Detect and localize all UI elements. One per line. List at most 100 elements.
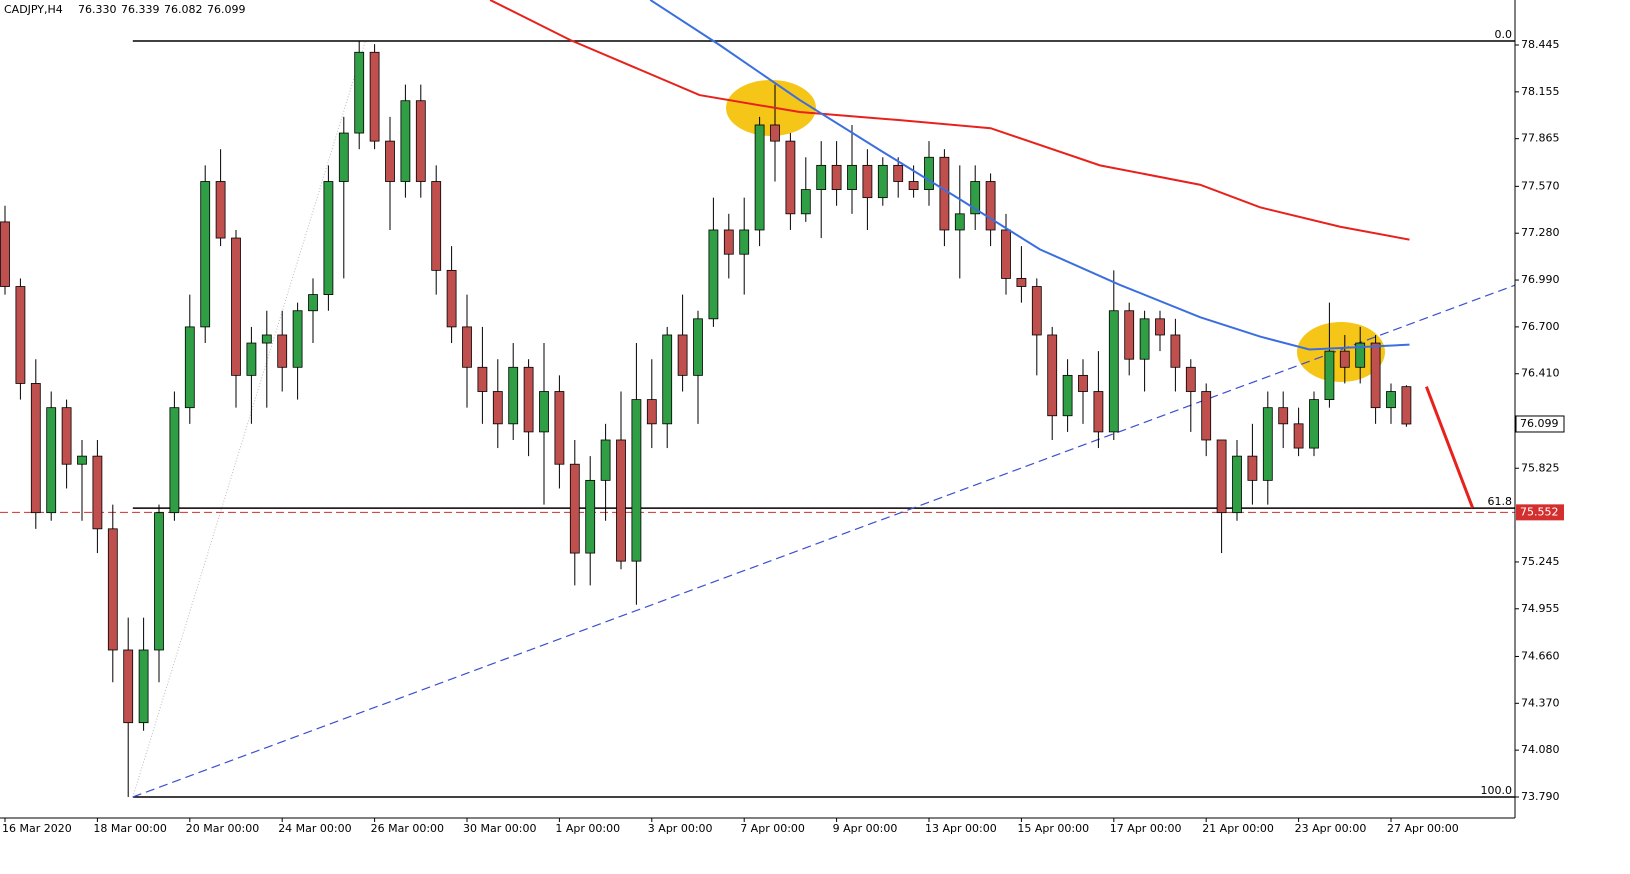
candle-body [231, 237, 241, 376]
x-tick-label: 21 Apr 00:00 [1202, 822, 1274, 835]
y-tick-label: 76.990 [1521, 273, 1560, 286]
candle-body [908, 181, 919, 190]
candle-body [847, 164, 857, 190]
candle-body [785, 140, 796, 215]
candle-body [1062, 374, 1073, 417]
candle-body [200, 181, 211, 328]
x-tick-label: 26 Mar 00:00 [371, 822, 444, 835]
candle-body [862, 164, 873, 199]
candle-body [354, 51, 365, 134]
candle-body [1339, 350, 1350, 368]
candle-body [770, 124, 780, 142]
symbol: CADJPY,H4 [4, 3, 63, 16]
candle-body [492, 391, 503, 425]
candle-body [1139, 318, 1150, 360]
x-tick-label: 16 Mar 2020 [2, 822, 72, 835]
quote-value: 76.082 [164, 3, 203, 16]
candle-body [1247, 455, 1258, 481]
y-tick-label: 78.155 [1521, 85, 1560, 98]
candle-body [569, 463, 580, 554]
candle-body [446, 269, 457, 328]
candle-body [30, 383, 41, 514]
candle-body [662, 334, 673, 425]
candle-body [1324, 350, 1335, 400]
candle-body [462, 326, 472, 368]
candle-body [15, 286, 26, 384]
candle-body [261, 334, 272, 344]
candle-body [1293, 423, 1304, 449]
candle-body [677, 334, 688, 376]
y-tick-label: 74.660 [1521, 649, 1560, 662]
candle-body [877, 164, 888, 199]
candle-body [1201, 391, 1212, 441]
candle-body [1170, 334, 1181, 368]
current-price-label: 76.099 [1520, 417, 1559, 430]
candle-body [92, 455, 103, 530]
candle-body [123, 649, 134, 724]
candle-body [523, 366, 534, 433]
candle-body [215, 181, 226, 239]
candle-body [61, 407, 72, 465]
candle-body [739, 229, 750, 255]
candle-body [1124, 310, 1135, 360]
y-tick-label: 77.570 [1521, 179, 1560, 192]
candle-body [1386, 391, 1396, 409]
quote-value: 76.330 [78, 3, 117, 16]
candle-body [1078, 374, 1088, 392]
candle-body [77, 455, 87, 465]
candle-body [431, 181, 442, 271]
candle-body [1016, 278, 1027, 287]
candle-body [292, 310, 303, 368]
candle-body [693, 318, 703, 376]
candle-body [539, 391, 549, 433]
candle-body [1232, 455, 1242, 514]
candle-body [800, 189, 811, 215]
candle-body [46, 407, 57, 514]
candle-body [970, 181, 981, 215]
x-tick-label: 13 Apr 00:00 [925, 822, 997, 835]
candle-body [415, 100, 426, 182]
candle-body [184, 326, 195, 409]
candle-body [723, 229, 734, 255]
y-tick-label: 77.280 [1521, 226, 1560, 239]
y-tick-label: 76.410 [1521, 367, 1560, 380]
y-tick-label: 75.825 [1521, 461, 1560, 474]
y-tick-label: 77.865 [1521, 132, 1560, 145]
candle-body [939, 156, 950, 231]
candle-body [1031, 286, 1042, 336]
candle-body [107, 528, 118, 651]
x-tick-label: 9 Apr 00:00 [833, 822, 898, 835]
x-tick-label: 15 Apr 00:00 [1017, 822, 1089, 835]
y-tick-label: 74.080 [1521, 743, 1560, 756]
candle-body [308, 294, 318, 312]
x-tick-label: 17 Apr 00:00 [1110, 822, 1182, 835]
x-tick-label: 7 Apr 00:00 [740, 822, 805, 835]
y-tick-label: 78.445 [1521, 38, 1560, 51]
candle-body [1108, 310, 1119, 433]
candle-body [1278, 407, 1289, 425]
candle-body [1309, 399, 1319, 449]
candle-body [138, 649, 149, 724]
candle-body [954, 213, 965, 231]
candle-body [338, 132, 349, 182]
candle-body [246, 342, 257, 376]
candle-body [1047, 334, 1058, 417]
candle-body [646, 399, 657, 425]
y-tick-label: 73.790 [1521, 790, 1560, 803]
x-tick-label: 20 Mar 00:00 [186, 822, 259, 835]
quote-value: 76.339 [121, 3, 160, 16]
quote-value: 76.099 [207, 3, 246, 16]
x-tick-label: 1 Apr 00:00 [555, 822, 620, 835]
candle-body [600, 439, 611, 481]
candle-body [508, 366, 519, 425]
candle-body [154, 512, 164, 651]
y-tick-label: 74.370 [1521, 696, 1560, 709]
x-tick-label: 3 Apr 00:00 [648, 822, 713, 835]
trendline [132, 284, 1515, 798]
candle-body [1001, 229, 1011, 279]
y-tick-label: 75.245 [1521, 555, 1560, 568]
candle-body [893, 164, 904, 182]
candle-body [831, 164, 842, 190]
x-tick-label: 24 Mar 00:00 [278, 822, 351, 835]
candle-body [1216, 439, 1227, 514]
